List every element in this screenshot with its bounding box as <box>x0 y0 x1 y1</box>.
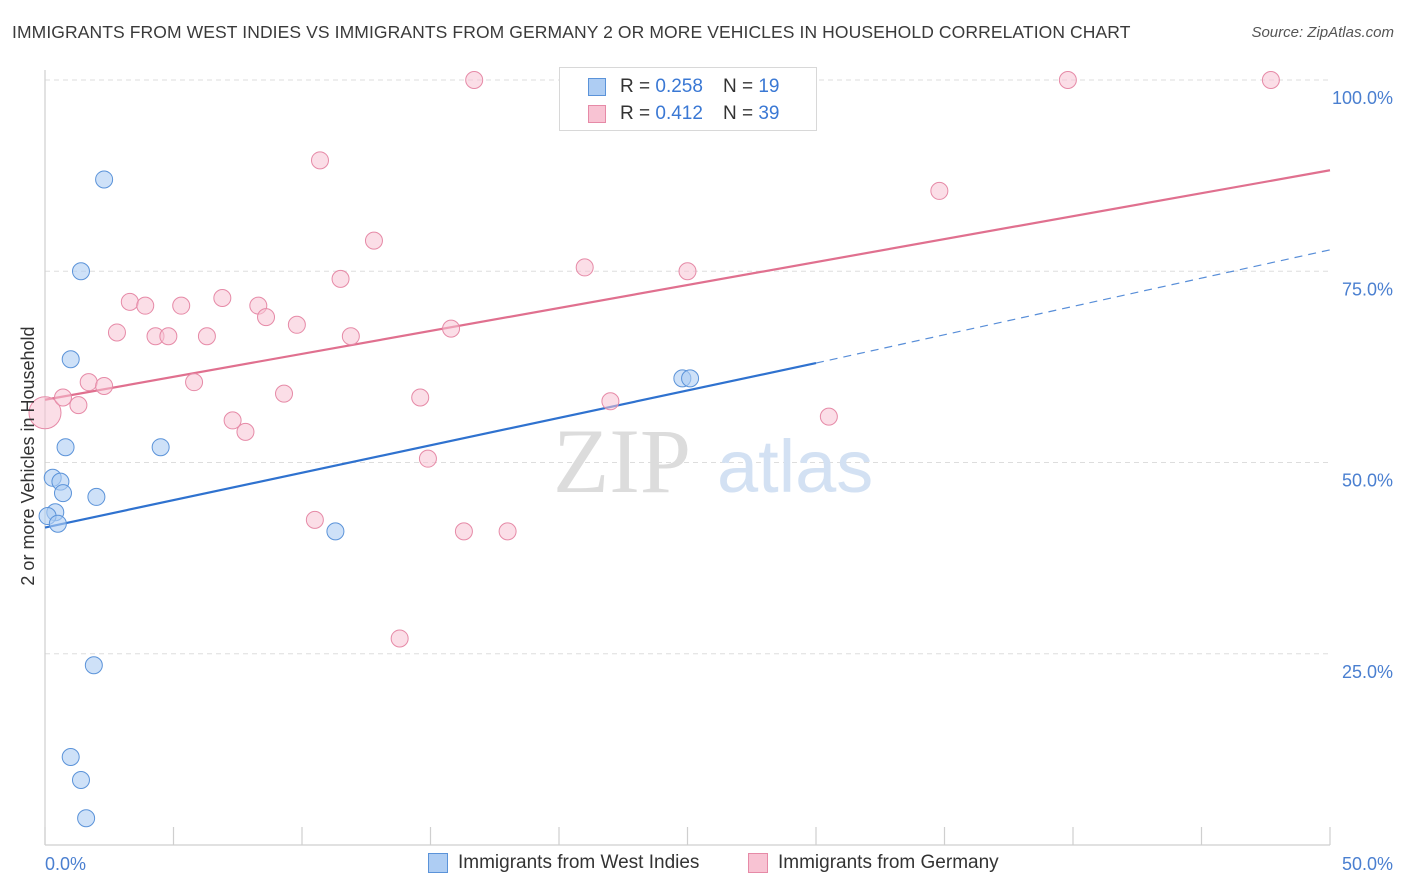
legend-row-west-indies: R = 0.258 N = 19 <box>588 75 779 99</box>
legend-swatch-west-indies <box>588 78 606 96</box>
point-germany <box>442 319 461 338</box>
bottom-legend-label: Immigrants from West Indies <box>458 852 700 873</box>
point-west-indies <box>53 484 72 503</box>
point-west-indies <box>48 514 67 533</box>
point-germany <box>418 449 437 468</box>
legend-n-value: 19 <box>758 76 780 97</box>
point-germany <box>213 289 232 308</box>
point-germany <box>275 384 294 403</box>
legend: R = 0.258 N = 19 R = 0.412 N = 39 <box>559 67 817 131</box>
trend-line-west-indies <box>44 361 817 529</box>
legend-row-germany: R = 0.412 N = 39 <box>588 102 779 126</box>
x-tick-label: 50.0% <box>1342 854 1393 874</box>
bottom-legend-swatch-west-indies <box>428 853 448 873</box>
legend-r-label: R = <box>620 103 651 124</box>
x-tick-label: 0.0% <box>45 854 86 874</box>
trend-line-west-indies-extension <box>815 249 1331 364</box>
point-west-indies <box>95 170 114 189</box>
source-credit: Source: ZipAtlas.com <box>1251 24 1394 41</box>
trend-line-germany <box>44 169 1331 401</box>
point-germany <box>136 296 155 315</box>
y-tick-label: 100.0% <box>1332 88 1393 108</box>
tick-labels: 25.0% 50.0% 75.0% 100.0% 0.0% 50.0% <box>45 88 1393 874</box>
point-germany <box>341 327 360 346</box>
axes <box>44 70 1331 846</box>
point-germany <box>364 231 383 250</box>
grid-lines <box>45 79 1330 655</box>
point-west-indies <box>87 487 106 506</box>
bottom-legend-swatch-germany <box>748 853 768 873</box>
point-germany <box>159 327 178 346</box>
point-west-indies <box>77 809 96 828</box>
y-tick-label: 75.0% <box>1342 279 1393 299</box>
point-germany <box>28 396 62 430</box>
legend-n-label: N = <box>722 76 754 97</box>
bottom-legend-label: Immigrants from Germany <box>778 852 999 873</box>
legend-r-label: R = <box>620 76 651 97</box>
chart-title: IMMIGRANTS FROM WEST INDIES VS IMMIGRANT… <box>12 22 1131 42</box>
point-west-indies <box>71 770 90 789</box>
point-germany <box>465 71 484 89</box>
point-germany <box>79 373 98 392</box>
watermark-zip: ZIP <box>553 410 691 512</box>
y-tick-label: 25.0% <box>1342 662 1393 682</box>
point-west-indies <box>326 522 345 541</box>
bottom-legend: Immigrants from West Indies Immigrants f… <box>0 852 1406 878</box>
legend-n-value: 39 <box>758 103 780 124</box>
point-germany <box>223 411 242 430</box>
point-germany <box>390 629 409 648</box>
point-germany <box>172 296 191 315</box>
legend-r-value: 0.412 <box>655 103 703 124</box>
point-germany <box>575 258 594 277</box>
watermark: ZIP atlas <box>553 410 873 512</box>
point-west-indies <box>681 369 700 388</box>
data-points <box>28 71 1280 828</box>
point-germany <box>95 377 114 395</box>
point-germany <box>310 151 329 170</box>
point-west-indies <box>61 350 80 369</box>
legend-r-value: 0.258 <box>655 76 703 97</box>
point-germany <box>236 422 255 441</box>
point-germany <box>454 522 473 541</box>
bottom-legend-germany: Immigrants from Germany <box>748 852 999 874</box>
legend-swatch-germany <box>588 105 606 123</box>
point-germany <box>1058 71 1077 89</box>
point-germany <box>1261 71 1280 89</box>
bottom-legend-west-indies: Immigrants from West Indies <box>428 852 699 874</box>
watermark-atlas: atlas <box>717 425 873 508</box>
point-germany <box>678 262 697 281</box>
point-germany <box>185 373 204 392</box>
point-west-indies <box>84 656 103 675</box>
point-germany <box>197 327 216 346</box>
point-germany <box>305 510 324 529</box>
trend-lines <box>44 169 1331 529</box>
point-germany <box>120 292 139 311</box>
point-germany <box>53 388 72 407</box>
point-germany <box>411 388 430 407</box>
point-germany <box>107 323 126 342</box>
point-germany <box>498 522 517 541</box>
point-germany <box>331 269 350 288</box>
point-germany <box>601 392 620 411</box>
point-west-indies <box>56 438 75 457</box>
point-germany <box>819 407 838 426</box>
point-west-indies <box>71 262 90 281</box>
point-germany <box>257 308 276 327</box>
y-axis-label: 2 or more Vehicles in Household <box>18 326 38 585</box>
point-germany <box>930 181 949 200</box>
legend-n-label: N = <box>722 103 754 124</box>
point-germany <box>69 396 88 415</box>
y-tick-label: 50.0% <box>1342 471 1393 491</box>
point-west-indies <box>151 438 170 457</box>
point-germany <box>287 315 306 334</box>
point-west-indies <box>61 748 80 767</box>
